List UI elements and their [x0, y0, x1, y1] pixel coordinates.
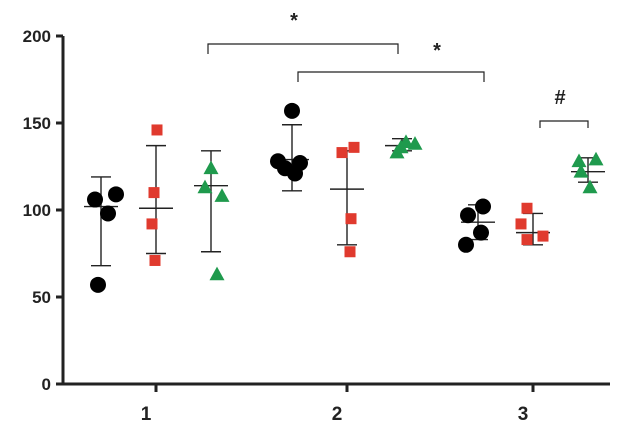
data-point-triangle: [398, 134, 414, 148]
data-point-circle: [460, 207, 476, 224]
data-point-square: [146, 218, 158, 230]
data-point-circle: [90, 276, 106, 293]
data-point-triangle: [214, 188, 230, 202]
data-point-circle: [458, 236, 474, 253]
significance-bracket: [539, 120, 589, 128]
data-point-square: [521, 202, 533, 214]
x-tick-label: 3: [518, 404, 529, 425]
data-point-triangle: [197, 179, 213, 194]
data-point-square: [348, 141, 360, 153]
data-point-square: [151, 124, 163, 136]
y-tick-label: 200: [23, 27, 51, 46]
y-tick-label: 100: [23, 201, 51, 220]
data-point-circle: [100, 205, 116, 222]
data-point-square: [149, 254, 161, 266]
data-point-circle: [473, 224, 489, 241]
data-point-square: [345, 213, 357, 225]
data-point-triangle: [571, 153, 587, 168]
data-point-circle: [475, 198, 491, 215]
data-point-triangle: [209, 266, 225, 281]
significance-label: *: [433, 40, 441, 62]
data-point-square: [344, 246, 356, 258]
data-point-square: [336, 147, 348, 159]
data-point-triangle: [588, 151, 604, 166]
significance-bracket: [297, 71, 485, 82]
data-point-square: [537, 230, 549, 242]
data-point-circle: [292, 155, 308, 172]
y-tick-label: 50: [32, 288, 51, 307]
y-tick-label: 150: [23, 114, 51, 133]
data-point-circle: [87, 191, 103, 208]
significance-bracket: [207, 43, 399, 54]
significance-label: *: [290, 10, 298, 32]
data-point-square: [148, 187, 160, 199]
data-point-triangle: [573, 163, 589, 178]
axes: 0 50 100 150 200 1 2 3: [23, 27, 610, 425]
data-points: [87, 102, 604, 293]
data-point-circle: [270, 153, 286, 170]
significance-label: #: [554, 87, 565, 109]
data-point-triangle: [203, 160, 219, 175]
data-point-triangle: [582, 179, 598, 194]
data-point-square: [515, 218, 527, 230]
data-point-circle: [284, 102, 300, 119]
x-tick-label: 1: [141, 404, 152, 425]
significance-brackets: * * #: [207, 10, 589, 128]
data-point-square: [521, 234, 533, 246]
data-point-circle: [108, 186, 124, 203]
x-tick-label: 2: [332, 404, 343, 425]
y-tick-label: 0: [42, 375, 51, 394]
